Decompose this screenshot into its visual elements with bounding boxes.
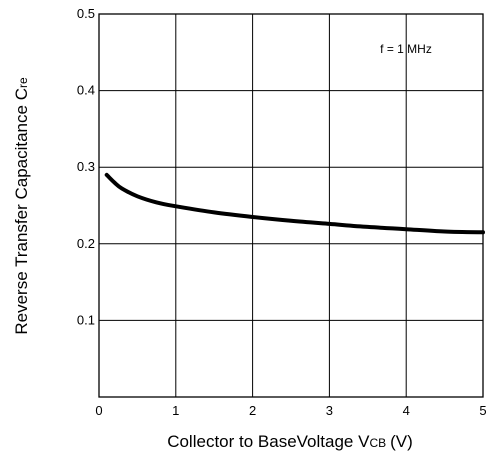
- grid: [99, 14, 483, 397]
- x-tick-label: 4: [403, 403, 410, 418]
- y-axis-title-main: Reverse Transfer Capacitance C: [12, 88, 31, 335]
- y-tick-label: 0.4: [77, 83, 95, 98]
- y-tick-label: 0.1: [77, 312, 95, 327]
- x-axis-title-subscript: CB: [369, 436, 386, 450]
- x-axis-title: Collector to BaseVoltage VCB (V): [167, 432, 413, 451]
- y-tick-label: 0.3: [77, 159, 95, 174]
- plot-frame: [98, 13, 484, 398]
- y-tick-label: 0.5: [77, 6, 95, 21]
- x-tick-label: 3: [326, 403, 333, 418]
- series-line: [104, 172, 485, 235]
- y-axis-title: Reverse Transfer Capacitance Cre: [12, 77, 31, 335]
- annotation: f = 1 MHz: [380, 42, 432, 56]
- x-tick-label: 2: [249, 403, 256, 418]
- x-tick-label: 5: [479, 403, 486, 418]
- y-axis-title-subscript: re: [16, 77, 30, 88]
- x-tick-label: 1: [172, 403, 179, 418]
- plot-area: [99, 14, 483, 397]
- y-tick-label: 0.2: [77, 236, 95, 251]
- x-axis-title-main: Collector to BaseVoltage V: [167, 432, 370, 451]
- x-tick-label: 0: [95, 403, 102, 418]
- x-axis-title-unit: (V): [390, 432, 413, 451]
- tick-labels: 0 1 2 3 4 5 0.1 0.2 0.3 0.4 0.5: [77, 6, 486, 418]
